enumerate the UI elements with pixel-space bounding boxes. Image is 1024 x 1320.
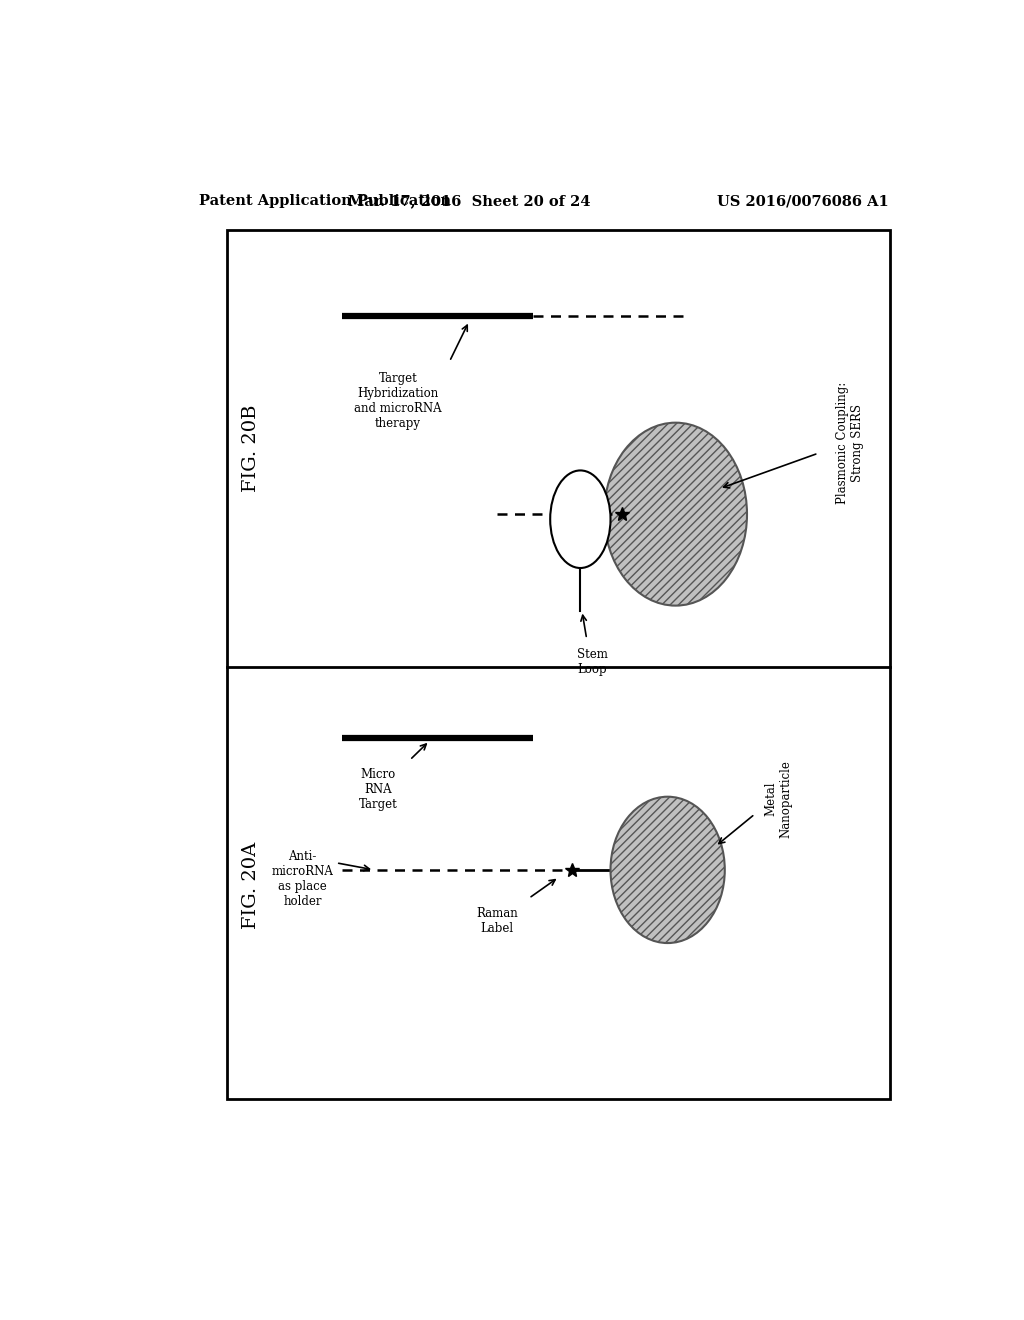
Ellipse shape [604, 422, 746, 606]
Text: Mar. 17, 2016  Sheet 20 of 24: Mar. 17, 2016 Sheet 20 of 24 [348, 194, 591, 209]
Text: FIG. 20A: FIG. 20A [242, 842, 260, 929]
Text: Target
Hybridization
and microRNA
therapy: Target Hybridization and microRNA therap… [354, 372, 441, 430]
Text: US 2016/0076086 A1: US 2016/0076086 A1 [717, 194, 889, 209]
Ellipse shape [610, 797, 725, 942]
Text: Stem
Loop: Stem Loop [577, 648, 607, 676]
Text: Metal
Nanoparticle: Metal Nanoparticle [765, 760, 793, 838]
Text: Micro
RNA
Target: Micro RNA Target [358, 768, 397, 812]
Text: FIG. 20B: FIG. 20B [242, 404, 260, 492]
Text: Anti-
microRNA
as place
holder: Anti- microRNA as place holder [271, 850, 334, 908]
Bar [227, 230, 890, 1098]
Text: Plasmonic Coupling:
Strong SERS: Plasmonic Coupling: Strong SERS [837, 381, 864, 504]
Text: Patent Application Publication: Patent Application Publication [200, 194, 452, 209]
Ellipse shape [550, 470, 610, 568]
Text: Raman
Label: Raman Label [476, 907, 518, 936]
